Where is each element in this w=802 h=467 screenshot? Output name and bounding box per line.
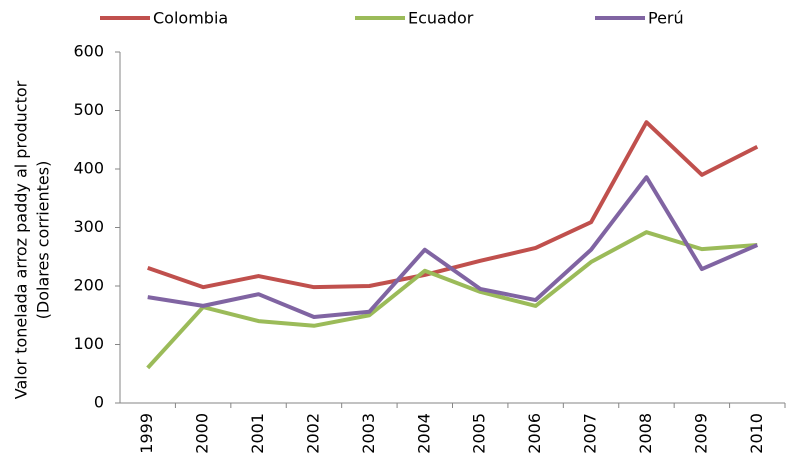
series-line: [147, 120, 759, 290]
series-line: [147, 175, 759, 320]
x-tick-label: 2007: [581, 413, 600, 454]
x-tick-label: 2009: [691, 413, 710, 454]
y-tick-label: 100: [73, 334, 104, 353]
x-tick-label: 2001: [248, 413, 267, 454]
y-tick-label: 600: [73, 42, 104, 61]
legend-label: Perú: [648, 9, 684, 28]
y-axis-label: Valor tonelada arroz paddy al productor: [12, 80, 31, 399]
x-tick-label: 2003: [359, 413, 378, 454]
y-tick-label: 400: [73, 159, 104, 178]
x-tick-label: 2006: [525, 413, 544, 454]
legend-label: Ecuador: [408, 9, 474, 28]
x-tick-label: 2010: [747, 413, 766, 454]
y-tick-label: 200: [73, 276, 104, 295]
y-tick-label: 300: [73, 217, 104, 236]
x-tick-label: 2004: [414, 413, 433, 454]
legend-label: Colombia: [153, 9, 228, 28]
x-tick-label: 2002: [303, 413, 322, 454]
y-axis-label: (Dolares corrientes): [34, 161, 53, 320]
series-line: [146, 230, 758, 370]
x-tick-label: 2000: [193, 413, 212, 454]
y-tick-label: 500: [73, 100, 104, 119]
y-tick-label: 0: [94, 393, 104, 412]
x-tick-label: 1999: [137, 413, 156, 454]
x-tick-label: 2005: [470, 413, 489, 454]
x-tick-label: 2008: [636, 413, 655, 454]
